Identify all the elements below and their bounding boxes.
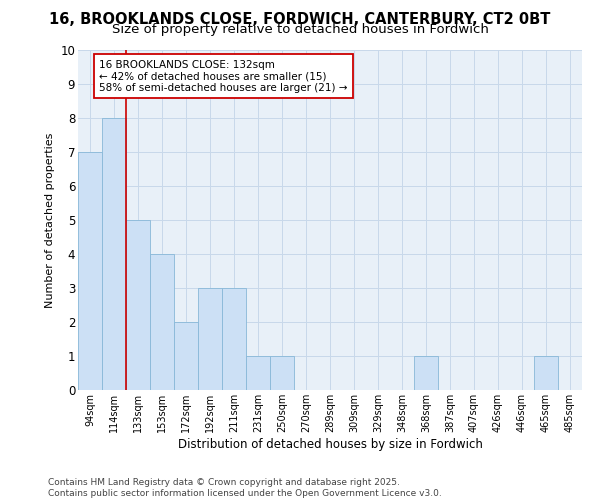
Bar: [246, 356, 270, 390]
Bar: [174, 322, 198, 390]
Text: Size of property relative to detached houses in Fordwich: Size of property relative to detached ho…: [112, 24, 488, 36]
X-axis label: Distribution of detached houses by size in Fordwich: Distribution of detached houses by size …: [178, 438, 482, 450]
Y-axis label: Number of detached properties: Number of detached properties: [45, 132, 55, 308]
Bar: [222, 288, 246, 390]
Bar: [534, 356, 558, 390]
Text: 16 BROOKLANDS CLOSE: 132sqm
← 42% of detached houses are smaller (15)
58% of sem: 16 BROOKLANDS CLOSE: 132sqm ← 42% of det…: [99, 60, 347, 92]
Text: 16, BROOKLANDS CLOSE, FORDWICH, CANTERBURY, CT2 0BT: 16, BROOKLANDS CLOSE, FORDWICH, CANTERBU…: [49, 12, 551, 28]
Bar: [270, 356, 294, 390]
Bar: [150, 254, 174, 390]
Bar: [102, 118, 126, 390]
Bar: [126, 220, 150, 390]
Bar: [414, 356, 438, 390]
Text: Contains HM Land Registry data © Crown copyright and database right 2025.
Contai: Contains HM Land Registry data © Crown c…: [48, 478, 442, 498]
Bar: [198, 288, 222, 390]
Bar: [78, 152, 102, 390]
